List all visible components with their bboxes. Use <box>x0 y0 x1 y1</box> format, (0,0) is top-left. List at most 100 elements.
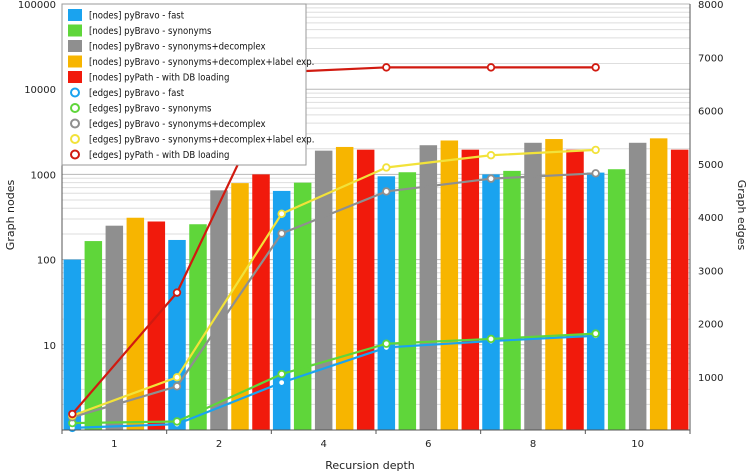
legend-swatch-line <box>70 87 80 98</box>
edge-point-5-cat-8 <box>486 63 496 72</box>
edge-point-5-cat-10 <box>591 63 600 72</box>
bar-5-cat-6 <box>461 149 480 430</box>
bar-1-cat-6 <box>377 176 396 430</box>
x-tick-label: 6 <box>425 439 431 450</box>
edge-line-3 <box>72 172 596 419</box>
y-right-tick-label: 8000 <box>698 0 723 11</box>
bar-2-cat-8 <box>503 170 521 430</box>
bar-4-cat-1 <box>126 217 145 430</box>
bar-2-cat-1 <box>84 241 103 430</box>
edge-point-3-cat-6 <box>382 187 391 196</box>
edge-point-2-cat-2 <box>172 417 182 426</box>
legend-label: [edges] pyBravo - fast <box>89 88 185 99</box>
x-tick-label: 1 <box>111 439 117 450</box>
edge-point-4-cat-2 <box>172 373 182 382</box>
edge-point-5-cat-1 <box>68 409 77 419</box>
legend-swatch-line <box>70 118 80 129</box>
bar-2-cat-2 <box>189 224 207 430</box>
bar-3-cat-10 <box>628 142 647 430</box>
legend-swatch-bar <box>68 24 82 37</box>
y-right-tick-label: 2000 <box>698 320 723 331</box>
y-right-tick-label: 5000 <box>698 160 723 171</box>
edge-point-3-cat-4 <box>277 229 286 238</box>
bar-2-cat-6 <box>398 172 417 430</box>
edge-point-2-cat-10 <box>591 329 600 338</box>
legend-swatch-line <box>70 103 80 113</box>
bar-2-cat-10 <box>607 169 626 430</box>
y-right-tick-label: 1000 <box>698 373 723 384</box>
legend-label: [nodes] pyPath - with DB loading <box>89 73 229 84</box>
edge-point-3-cat-10 <box>591 169 600 178</box>
edge-point-4-cat-4 <box>277 209 286 219</box>
legend-label: [edges] pyBravo - synonyms <box>89 104 212 115</box>
y-right-tick-label: 7000 <box>698 53 723 64</box>
x-tick-label: 4 <box>320 439 326 450</box>
bar-3-cat-6 <box>419 145 438 430</box>
bar-1-cat-4 <box>272 190 291 430</box>
legend-label: [edges] pyBravo - synonyms+decomplex <box>89 119 266 130</box>
y-axis-right-title: Graph edges <box>735 180 748 251</box>
bar-4-cat-10 <box>649 138 668 430</box>
x-tick-label: 10 <box>631 439 644 450</box>
y-left-tick-label: 100000 <box>18 0 56 11</box>
legend-swatch-bar <box>68 40 82 52</box>
edge-point-5-cat-2 <box>172 288 182 297</box>
edge-point-1-cat-4 <box>277 378 286 387</box>
bar-3-cat-8 <box>524 142 542 430</box>
legend-swatch-bar <box>68 71 82 83</box>
x-tick-label: 8 <box>530 439 536 450</box>
edge-point-4-cat-8 <box>486 151 496 160</box>
legend-label: [nodes] pyBravo - synonyms+decomplex <box>89 42 266 53</box>
y-left-tick-label: 10 <box>43 341 56 352</box>
bar-2-cat-4 <box>293 182 312 430</box>
bar-5-cat-8 <box>566 149 584 430</box>
y-right-tick-label: 6000 <box>698 107 723 118</box>
edge-point-2-cat-6 <box>382 339 391 348</box>
edge-line-2 <box>72 332 596 425</box>
legend-swatch-line <box>70 134 80 144</box>
edge-line-4 <box>71 148 596 417</box>
legend-swatch-line <box>70 149 80 160</box>
legend-label: [nodes] pyBravo - fast <box>89 11 185 22</box>
axes: 10 100 1000 10000 100000 1000 2000 3000 4000 5000… <box>18 0 724 450</box>
legend-label: [edges] pyPath - with DB loading <box>89 150 229 161</box>
line-series-group <box>68 63 600 433</box>
legend-label: [nodes] pyBravo - synonyms <box>89 26 212 37</box>
legend-label: [nodes] pyBravo - synonyms+decomplex+lab… <box>89 57 314 68</box>
y-left-tick-label: 100 <box>37 256 56 267</box>
gridlines <box>62 3 690 405</box>
y-left-tick-label: 1000 <box>31 170 56 181</box>
y-right-tick-label: 4000 <box>698 213 723 224</box>
legend-box <box>61 3 307 166</box>
edge-point-5-cat-6 <box>382 63 391 72</box>
bar-1-cat-10 <box>586 172 605 430</box>
bar-1-cat-2 <box>168 239 186 430</box>
edge-point-3-cat-8 <box>486 174 496 183</box>
bar-1-cat-1 <box>63 259 82 430</box>
bar-5-cat-1 <box>147 221 166 430</box>
bar-5-cat-4 <box>356 149 375 430</box>
y-left-tick-label: 10000 <box>24 85 56 96</box>
bar-1-cat-8 <box>482 174 500 430</box>
bar-4-cat-8 <box>545 139 563 431</box>
y-axis-left-title: Graph nodes <box>4 180 17 251</box>
y-right-tick-label: 3000 <box>698 266 723 277</box>
bar-5-cat-10 <box>670 149 689 430</box>
x-axis-title: Recursion depth <box>325 459 414 472</box>
bar-4-cat-6 <box>440 140 459 430</box>
edge-point-4-cat-6 <box>382 163 391 172</box>
x-tick-label: 2 <box>216 439 222 450</box>
legend-swatch-bar <box>68 9 82 21</box>
edge-point-2-cat-4 <box>277 369 286 379</box>
legend-swatch-bar <box>68 55 82 68</box>
legend-label: [edges] pyBravo - synonyms+decomplex+lab… <box>89 135 314 146</box>
legend: [nodes] pyBravo - fast [nodes] pyBravo - … <box>61 3 314 166</box>
edge-point-3-cat-2 <box>172 382 182 391</box>
edge-point-2-cat-8 <box>486 334 496 344</box>
bar-4-cat-2 <box>231 183 249 430</box>
bar-3-cat-1 <box>105 225 124 430</box>
bar-series-group <box>63 138 689 431</box>
edge-line-5 <box>71 66 596 415</box>
edge-line-1 <box>72 334 596 429</box>
